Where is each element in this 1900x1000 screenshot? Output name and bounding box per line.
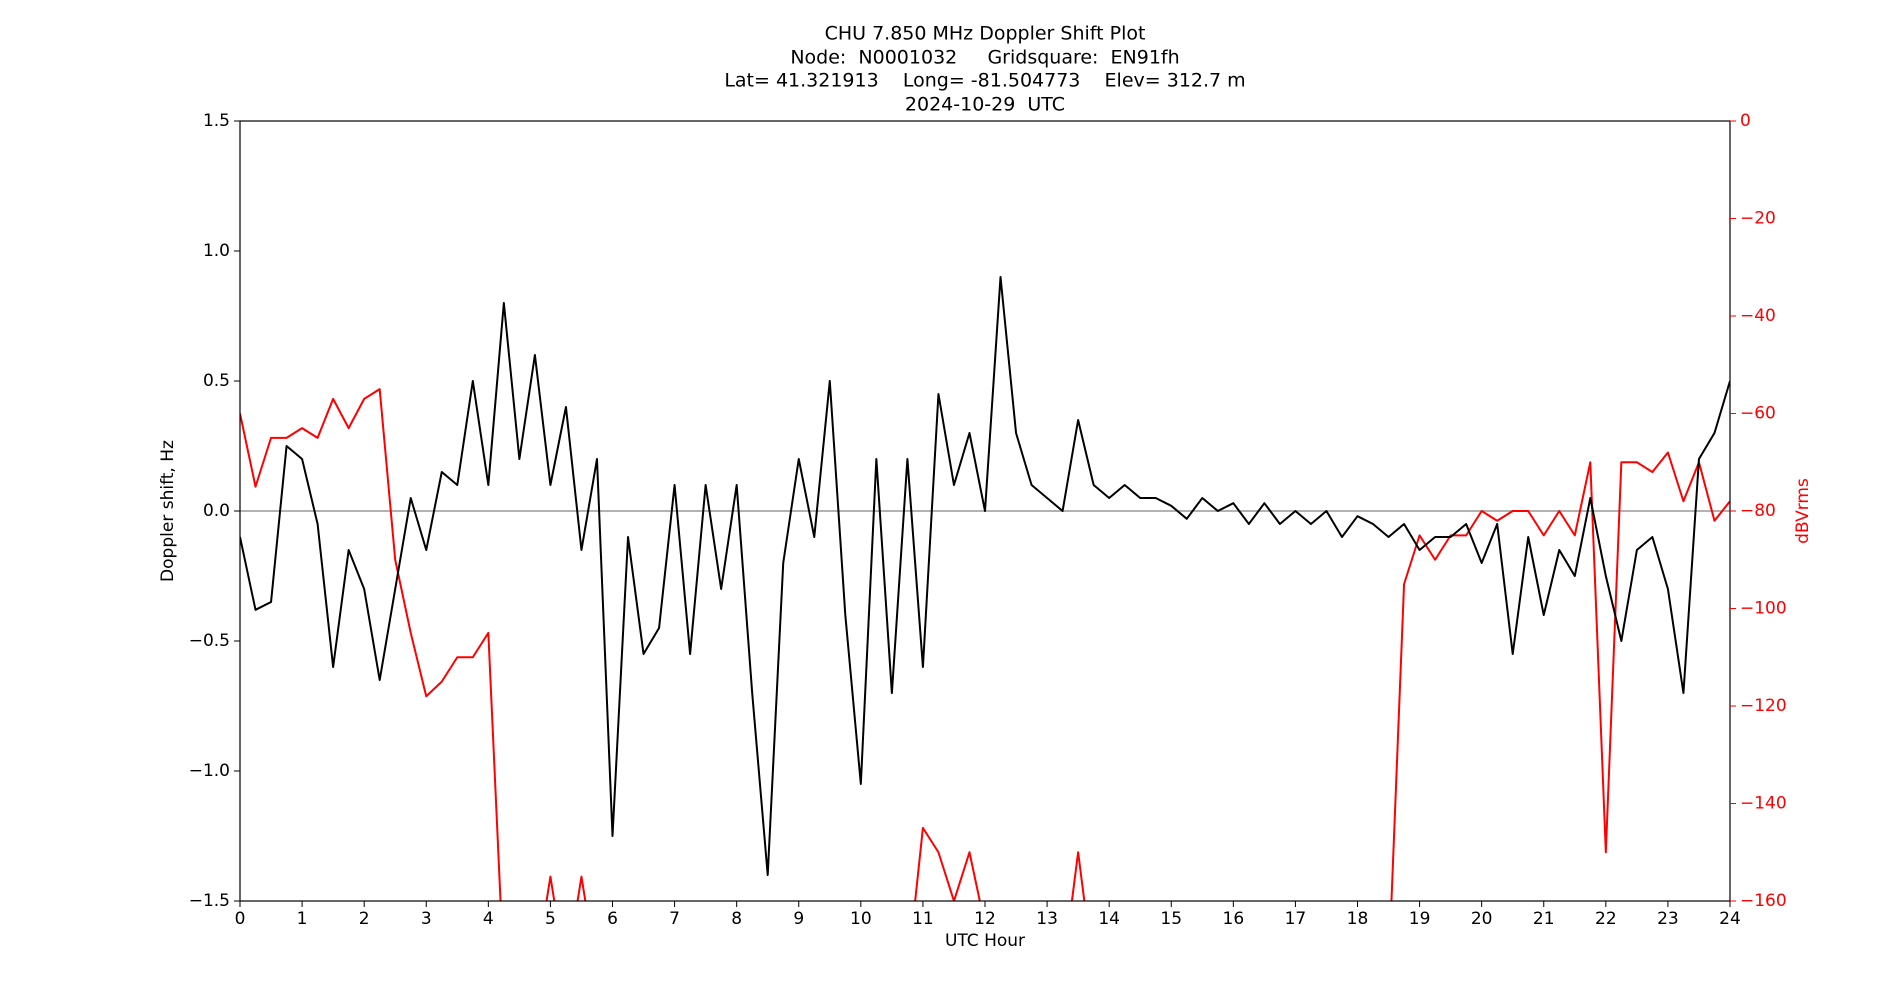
y2-tick-label: −160 <box>1740 891 1787 911</box>
x-tick-label: 10 <box>850 909 872 929</box>
y2-tick-label: −20 <box>1740 209 1776 229</box>
x-tick-label: 17 <box>1285 909 1307 929</box>
x-tick-label: 20 <box>1471 909 1493 929</box>
x-axis-label: UTC Hour <box>945 931 1025 951</box>
y-tick-label: 0.5 <box>203 371 230 391</box>
x-tick-label: 1 <box>297 909 308 929</box>
chart-subtitle: Lat= 41.321913 Long= -81.504773 Elev= 31… <box>724 70 1245 92</box>
x-tick-label: 3 <box>421 909 432 929</box>
x-tick-label: 18 <box>1347 909 1369 929</box>
x-tick-label: 7 <box>669 909 680 929</box>
x-tick-label: 9 <box>793 909 804 929</box>
x-tick-label: 11 <box>912 909 934 929</box>
y-tick-label: 0.0 <box>203 501 230 521</box>
y2-tick-label: −60 <box>1740 404 1776 424</box>
y-tick-label: 1.0 <box>203 241 230 261</box>
chart-subtitle: 2024-10-29 UTC <box>905 94 1065 116</box>
y2-tick-label: −120 <box>1740 696 1787 716</box>
x-tick-label: 2 <box>359 909 370 929</box>
x-tick-label: 12 <box>974 909 996 929</box>
y2-tick-label: −140 <box>1740 794 1787 814</box>
y-axis-label: Doppler shift, Hz <box>158 440 178 582</box>
x-tick-label: 8 <box>731 909 742 929</box>
x-tick-label: 22 <box>1595 909 1617 929</box>
y-tick-label: −1.0 <box>189 761 230 781</box>
chart-title: CHU 7.850 MHz Doppler Shift Plot <box>825 23 1146 45</box>
x-tick-label: 14 <box>1098 909 1120 929</box>
series-line <box>240 388 1730 901</box>
y2-tick-label: 0 <box>1740 111 1751 131</box>
y2-tick-label: −100 <box>1740 599 1787 619</box>
x-tick-label: 24 <box>1719 909 1741 929</box>
x-tick-label: 15 <box>1160 909 1182 929</box>
x-tick-label: 23 <box>1657 909 1679 929</box>
x-tick-label: 5 <box>545 909 556 929</box>
series-line <box>240 276 1730 876</box>
y2-axis-label: dBVrms <box>1793 478 1813 544</box>
x-tick-label: 21 <box>1533 909 1555 929</box>
chart-subtitle: Node: N0001032 Gridsquare: EN91fh <box>790 47 1179 69</box>
y2-tick-label: −80 <box>1740 501 1776 521</box>
y-tick-label: −1.5 <box>189 891 230 911</box>
y2-tick-label: −40 <box>1740 306 1776 326</box>
x-tick-label: 4 <box>483 909 494 929</box>
x-tick-label: 13 <box>1036 909 1058 929</box>
x-tick-label: 19 <box>1409 909 1431 929</box>
x-tick-label: 6 <box>607 909 618 929</box>
y-tick-label: 1.5 <box>203 111 230 131</box>
x-tick-label: 0 <box>235 909 246 929</box>
y-tick-label: −0.5 <box>189 631 230 651</box>
x-tick-label: 16 <box>1223 909 1245 929</box>
plot-area <box>240 276 1730 901</box>
